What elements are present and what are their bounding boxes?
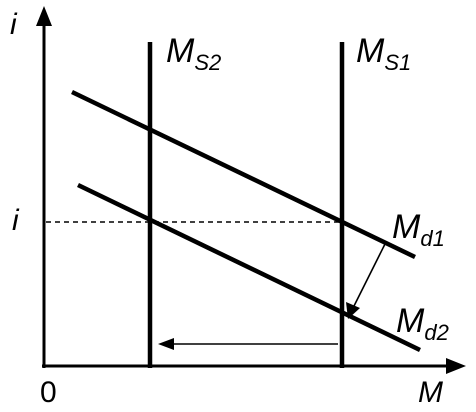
demand-shift-arrow [346, 243, 386, 319]
ms2-label: MS2 [166, 32, 221, 75]
md1-label: Md1 [392, 208, 445, 251]
y-axis-label: i [10, 8, 18, 41]
x-axis-label: M [418, 376, 443, 409]
equilibrium-rate-label: i [12, 204, 20, 237]
money-demand-curve-md1 [71, 89, 416, 260]
axes [36, 6, 466, 374]
ms1-label: MS1 [356, 32, 411, 75]
md2-label: Md2 [396, 302, 449, 345]
y-axis-arrowhead [36, 6, 52, 26]
money-demand-curve-md2 [77, 182, 421, 353]
origin-label: 0 [40, 376, 57, 409]
x-axis-arrowhead [446, 358, 466, 374]
supply-shift-arrow [158, 338, 338, 350]
